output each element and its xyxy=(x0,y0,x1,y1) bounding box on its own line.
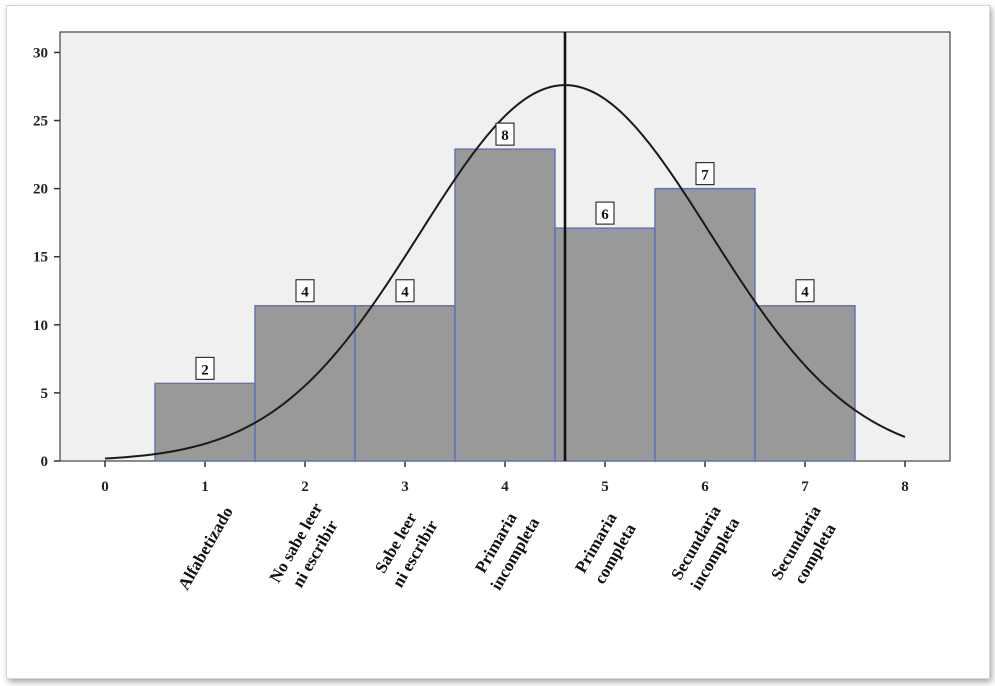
x-tick-label: 7 xyxy=(801,479,809,495)
histogram-bar xyxy=(454,148,556,462)
x-tick-label: 5 xyxy=(601,479,609,495)
histogram-bar xyxy=(354,305,456,462)
count-label-box xyxy=(395,279,415,303)
x-tick-label: 2 xyxy=(301,479,309,495)
y-tick-label: 15 xyxy=(33,250,48,266)
count-label: 4 xyxy=(401,285,409,301)
count-label: 6 xyxy=(601,207,609,223)
x-tick-label: 3 xyxy=(401,479,409,495)
y-tick-label: 10 xyxy=(33,318,48,334)
count-label-box xyxy=(295,279,315,303)
count-label-box xyxy=(595,201,615,225)
x-tick-label: 4 xyxy=(501,479,509,495)
count-label: 4 xyxy=(301,285,309,301)
y-tick-label: 20 xyxy=(33,182,48,198)
histogram-bar xyxy=(254,305,356,462)
count-label: 7 xyxy=(701,168,709,184)
x-tick-label: 6 xyxy=(701,479,709,495)
y-tick-label: 25 xyxy=(33,114,48,130)
histogram-bar xyxy=(154,382,256,462)
count-label: 4 xyxy=(801,285,809,301)
histogram-bar xyxy=(554,227,656,462)
histogram-bar xyxy=(754,305,856,462)
count-label: 8 xyxy=(501,128,509,144)
category-label: Alfabetizado xyxy=(174,503,237,593)
count-label-box xyxy=(195,356,215,380)
x-tick-label: 1 xyxy=(201,479,209,495)
y-tick-label: 30 xyxy=(33,45,48,61)
histogram-bar xyxy=(654,187,756,462)
count-label: 2 xyxy=(201,362,209,378)
normal-curve xyxy=(104,84,906,460)
count-label-box xyxy=(495,122,515,146)
x-tick-label: 0 xyxy=(101,479,109,495)
x-tick-label: 8 xyxy=(901,479,909,495)
count-label-box xyxy=(795,279,815,303)
y-tick-label: 5 xyxy=(41,386,49,402)
category-label-line: Alfabetizado xyxy=(174,503,237,593)
count-label-box xyxy=(695,162,715,186)
y-tick-label: 0 xyxy=(41,454,49,470)
